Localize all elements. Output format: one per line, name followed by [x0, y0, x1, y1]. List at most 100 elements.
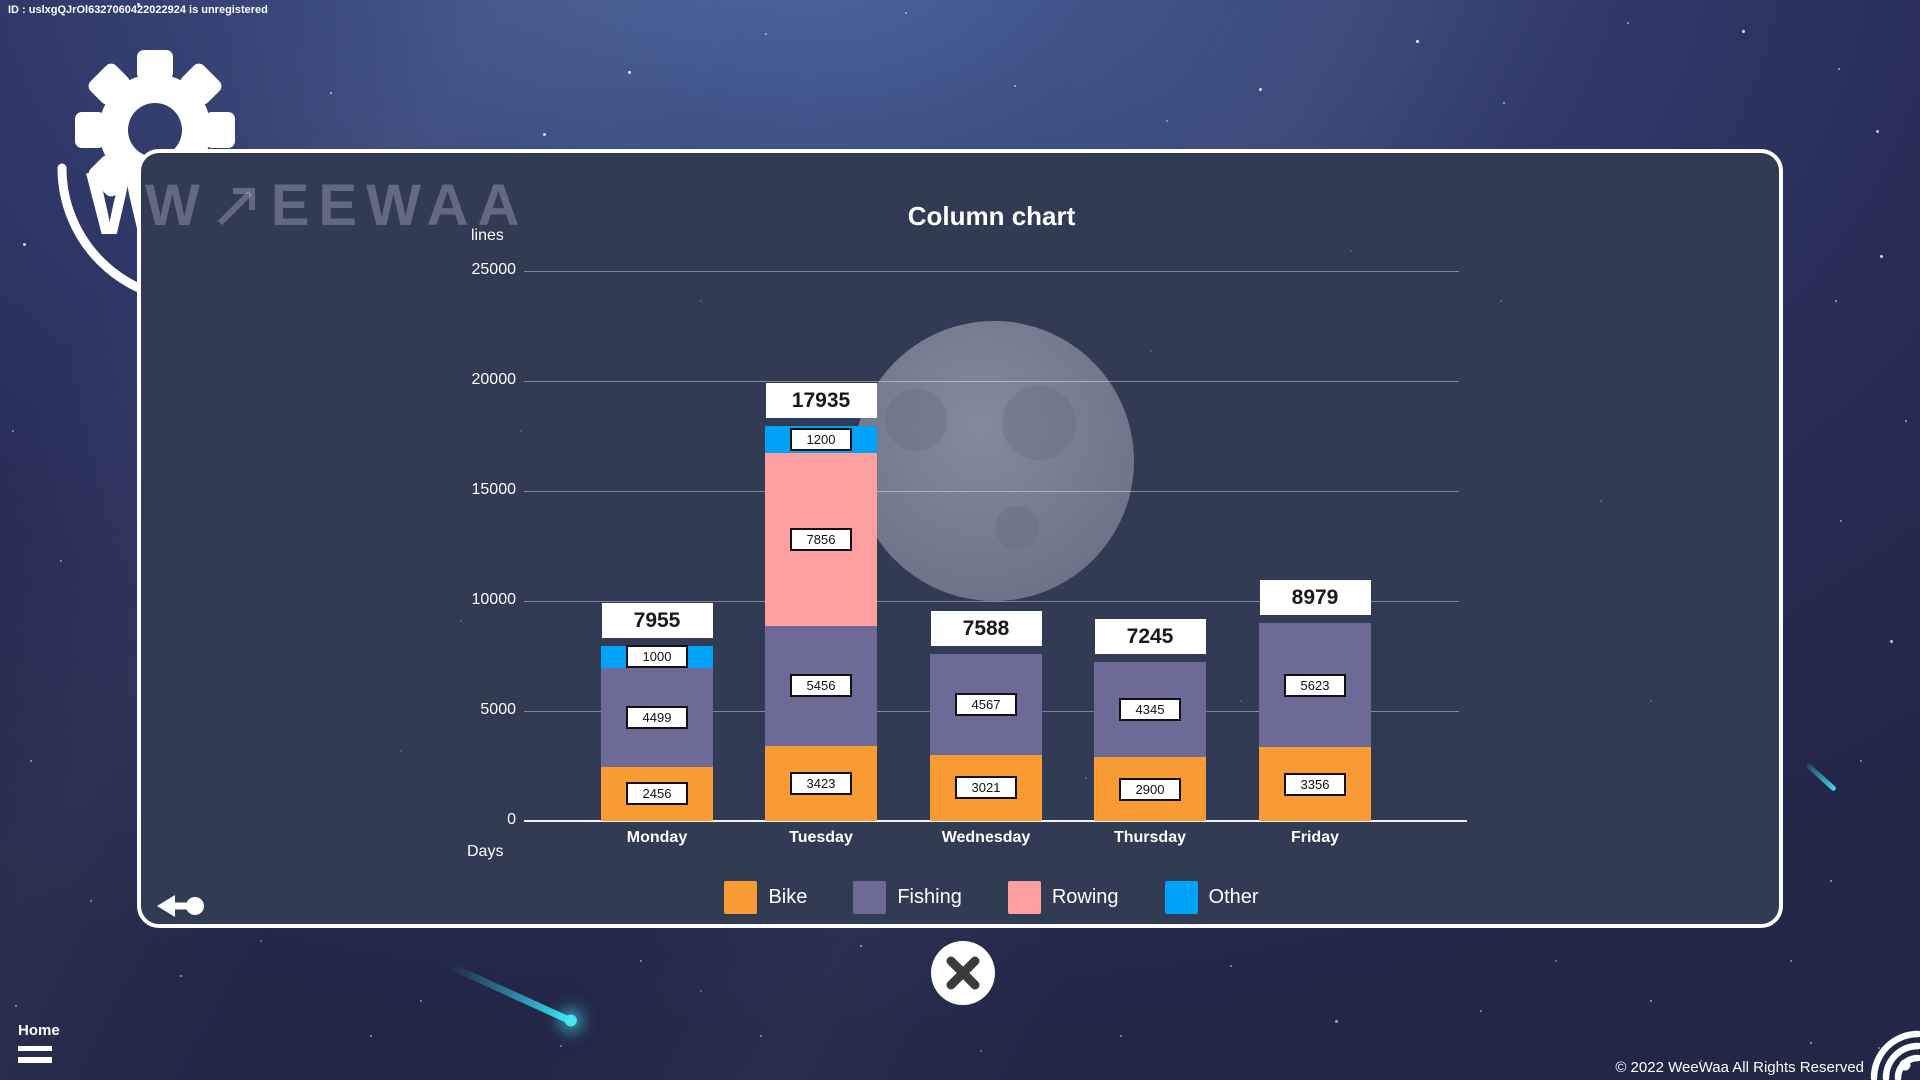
close-icon [931, 941, 995, 1005]
legend-item: Other [1164, 881, 1259, 914]
gridline [524, 271, 1459, 272]
star [1555, 960, 1557, 962]
watermark-w: W [145, 173, 203, 238]
legend-label: Rowing [1051, 886, 1119, 908]
star [180, 975, 182, 977]
segment-value-label: 5623 [1284, 673, 1346, 697]
star [30, 760, 32, 762]
star [1120, 1035, 1122, 1037]
wifi-icon [1870, 1030, 1920, 1080]
star [1416, 40, 1419, 43]
close-button[interactable] [930, 940, 996, 1006]
copyright-text: © 2022 WeeWaa All Rights Reserved [1615, 1059, 1864, 1076]
y-tick-label: 20000 [471, 371, 517, 388]
star [1650, 1000, 1652, 1002]
star [1742, 30, 1745, 33]
segment-value-label: 1200 [790, 428, 852, 452]
segment-value-label: 3021 [955, 776, 1017, 800]
star [90, 900, 92, 902]
star [640, 960, 642, 962]
legend-swatch [853, 881, 887, 914]
x-axis-label: Monday [626, 829, 688, 846]
chart-legend: Bike Fishing Rowing Other [524, 881, 1459, 914]
y-axis-title: lines [471, 227, 504, 244]
legend-label: Other [1208, 886, 1259, 908]
home-label[interactable]: Home [18, 1022, 60, 1039]
chart-panel: W EEWAA Column chart lines Days 25000 200… [137, 149, 1783, 928]
x-axis-title: Days [467, 843, 504, 860]
y-tick-label: 15000 [471, 481, 517, 498]
star [1230, 965, 1232, 967]
small-comet-streak [1805, 762, 1837, 792]
star [905, 12, 907, 14]
star [1880, 255, 1883, 258]
legend-swatch [1007, 881, 1041, 914]
legend-label: Bike [768, 886, 808, 908]
registration-id-notice: ID : uslxgQJrOl6327060422022924 is unreg… [8, 4, 268, 16]
star [1905, 420, 1907, 422]
star [980, 1050, 982, 1052]
comet-streak [449, 963, 574, 1025]
arrow-up-right-icon [217, 188, 255, 226]
star [700, 990, 702, 992]
star [1838, 68, 1840, 70]
bar-total-label: 17935 [765, 383, 877, 419]
segment-value-label: 4499 [626, 705, 688, 729]
back-button[interactable] [155, 891, 207, 923]
star [1503, 102, 1505, 104]
star [420, 1000, 422, 1002]
menu-bar [18, 1046, 52, 1051]
moon-crater [995, 506, 1039, 550]
star [560, 1045, 562, 1047]
legend-item: Rowing [1007, 881, 1119, 914]
legend-swatch [724, 881, 758, 914]
gridline [524, 601, 1459, 602]
star [860, 945, 862, 947]
gridline [524, 381, 1459, 382]
moon-graphic [854, 321, 1134, 601]
legend-item: Bike [724, 881, 807, 914]
hamburger-menu-icon[interactable] [18, 1046, 60, 1063]
star [12, 430, 14, 432]
bar-total-label: 7588 [930, 611, 1042, 647]
bar-total-label: 8979 [1259, 580, 1371, 616]
watermark-brand: EEWAA [270, 173, 529, 238]
star [330, 92, 332, 94]
star [1830, 880, 1832, 882]
star [370, 1035, 372, 1037]
x-axis-line [524, 820, 1467, 822]
star [1014, 85, 1016, 87]
star [15, 1005, 17, 1007]
star [543, 133, 546, 136]
moon-crater [1002, 386, 1076, 460]
star [1840, 520, 1842, 522]
segment-value-label: 7856 [790, 527, 852, 551]
star [1790, 960, 1792, 962]
legend-swatch [1164, 881, 1198, 914]
segment-value-label: 2900 [1119, 777, 1181, 801]
star [1810, 1042, 1812, 1044]
back-arrow-icon [157, 895, 204, 917]
home-nav: Home [18, 1022, 60, 1063]
x-axis-label: Friday [1290, 829, 1339, 846]
star [765, 33, 767, 35]
segment-value-label: 3423 [790, 771, 852, 795]
x-axis-label: Tuesday [789, 829, 853, 846]
star [1835, 300, 1837, 302]
segment-value-label: 4345 [1119, 697, 1181, 721]
star [260, 940, 262, 942]
star [1480, 1010, 1482, 1012]
y-tick-label: 5000 [480, 701, 516, 718]
brand-watermark: W EEWAA [145, 177, 528, 235]
moon-crater [885, 389, 947, 451]
star [628, 71, 631, 74]
x-axis-label: Wednesday [941, 829, 1031, 846]
star [1890, 640, 1893, 643]
star [60, 560, 62, 562]
star [1876, 130, 1879, 133]
chart-title: Column chart [907, 201, 1076, 231]
star [1335, 1020, 1338, 1023]
legend-label: Fishing [897, 886, 962, 908]
segment-value-label: 2456 [626, 782, 688, 806]
